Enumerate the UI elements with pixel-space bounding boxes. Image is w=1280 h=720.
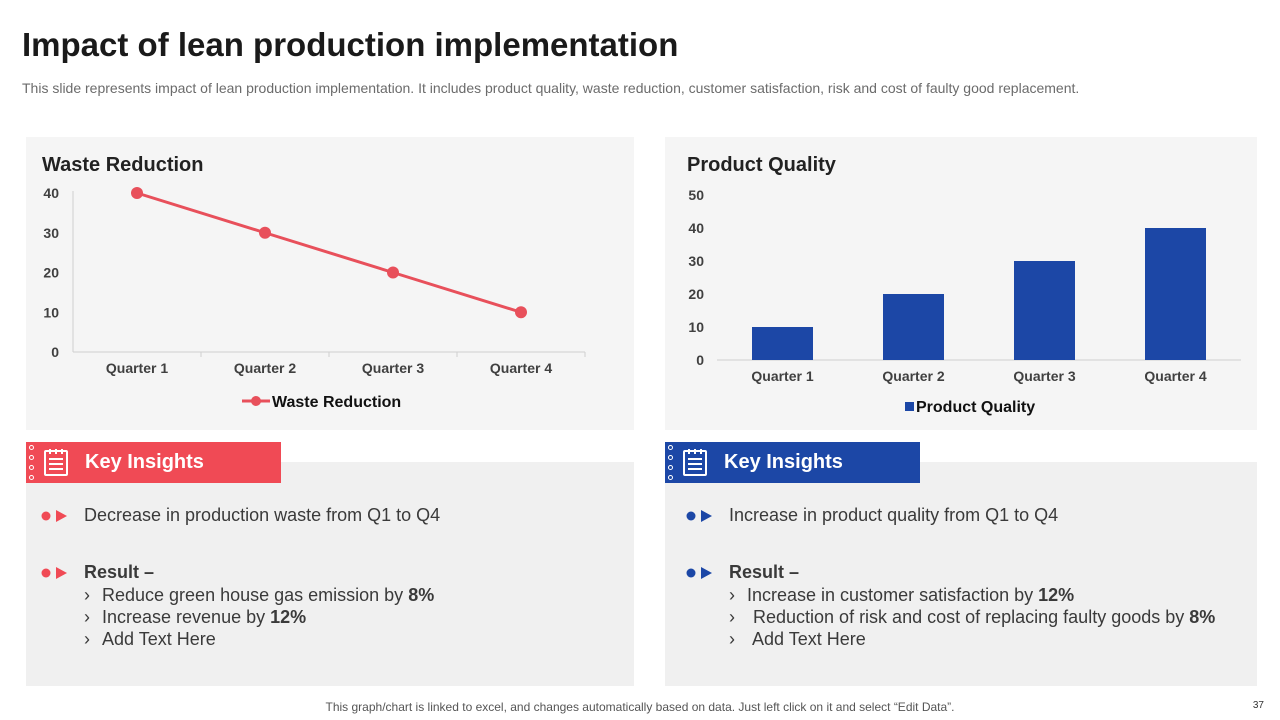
legend-point-marker [251,396,261,406]
legend-label: Waste Reduction [272,394,401,411]
bullet-arrow-icon [41,566,67,579]
insight-point-text: Decrease in production waste from Q1 to … [84,505,441,525]
key-insights-label-right: Key Insights [724,451,843,473]
insight-point-right: Increase in product quality from Q1 to Q… [685,505,1058,526]
bullet-arrow-icon [41,509,67,522]
legend-square-marker [905,402,914,411]
binder-dots [29,445,35,480]
chevron-right-icon: › [729,607,735,627]
chevron-right-icon: › [729,585,735,605]
waste-reduction-line [136,191,522,314]
product-quality-bar [1145,228,1206,360]
y-tick-label: 40 [688,220,704,236]
x-tick-label: Quarter 4 [490,360,552,376]
waste-reduction-title: Waste Reduction [42,154,204,176]
product-quality-panel: Product Quality 0 10 20 30 40 50 Quarter 1 Quar… [665,137,1257,430]
bullet-arrow-icon [686,509,712,522]
page-subtitle: This slide represents impact of lean pro… [22,80,1080,96]
key-insights-header-right: Key Insights [665,442,920,483]
x-tick-label: Quarter 3 [362,360,424,376]
legend-label: Product Quality [916,399,1035,416]
chevron-right-icon: › [84,629,90,649]
y-tick-label: 20 [43,265,59,281]
waste-reduction-point [387,266,399,279]
result-label: Result – [84,562,155,582]
y-tick-label: 0 [696,352,704,368]
waste-reduction-panel: Waste Reduction 0 10 20 30 40 Quarter 1 Quarte… [26,137,634,430]
x-tick-label: Quarter 2 [234,360,296,376]
x-tick-label: Quarter 3 [1013,368,1075,384]
footer-note: This graph/chart is linked to excel, and… [325,700,955,714]
result-item: › Add Text Here [729,629,866,649]
waste-reduction-point [131,187,143,199]
x-tick-label: Quarter 1 [751,368,813,384]
y-tick-label: 20 [688,286,704,302]
chevron-right-icon: › [84,607,90,627]
waste-reduction-point [259,226,271,239]
page-title: Impact of lean production implementation [22,26,679,63]
key-insights-label-left: Key Insights [85,451,204,473]
product-quality-chart[interactable]: 0 10 20 30 40 50 Quarter 1 Quarter 2 Quarter 3 Qu… [665,137,1257,430]
notepad-icon [44,449,68,476]
product-quality-bar [883,294,944,360]
y-tick-label: 50 [688,187,704,203]
y-tick-label: 10 [43,304,59,320]
result-item: › Increase in customer satisfaction by 12… [729,585,1075,605]
result-heading-left: Result – [40,562,154,583]
result-item: › Reduction of risk and cost of replacing… [729,607,1216,627]
page-number: 37 [1252,700,1264,711]
insights-panel-left [26,462,634,686]
result-item: › Reduce green house gas emission by 8% [84,585,435,605]
result-item: › Add Text Here [84,629,216,649]
key-insights-header-left: Key Insights [26,442,281,483]
y-tick-label: 30 [43,225,59,241]
chevron-right-icon: › [84,585,90,605]
y-tick-label: 40 [43,185,59,201]
result-heading-right: Result – [685,562,799,583]
waste-reduction-point [515,306,527,319]
x-tick-label: Quarter 1 [106,360,168,376]
result-item: › Increase revenue by 12% [84,607,307,627]
product-quality-title: Product Quality [687,154,836,176]
binder-dots [668,445,674,480]
y-tick-label: 30 [688,253,704,269]
notepad-icon [683,449,707,476]
x-tick-label: Quarter 4 [1144,368,1206,384]
waste-reduction-chart[interactable]: 0 10 20 30 40 Quarter 1 Quarter 2 Quarter 3 Quar… [26,137,634,430]
result-label: Result – [729,562,800,582]
bullet-arrow-icon [686,566,712,579]
insight-point-text: Increase in product quality from Q1 to Q… [729,505,1059,525]
product-quality-bar [752,327,813,360]
x-tick-label: Quarter 2 [882,368,944,384]
insight-point-left: Decrease in production waste from Q1 to … [40,505,440,526]
insights-panel-right [665,462,1257,686]
y-tick-label: 0 [51,344,59,360]
y-tick-label: 10 [688,319,704,335]
product-quality-bar [1014,261,1075,360]
chevron-right-icon: › [729,629,735,649]
